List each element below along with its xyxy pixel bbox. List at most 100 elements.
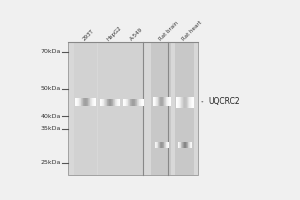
Bar (92, 98, 93, 106)
Bar (159, 97, 160, 106)
Bar (188, 97, 189, 108)
Bar (168, 142, 169, 148)
Bar (110, 99, 111, 106)
Bar (116, 99, 117, 106)
Bar (81, 98, 82, 106)
Bar (164, 142, 165, 148)
Bar (161, 97, 162, 106)
Text: 40kDa: 40kDa (40, 114, 61, 119)
Bar (167, 97, 168, 106)
Bar (128, 99, 129, 106)
Bar (130, 99, 131, 106)
Bar (126, 99, 127, 106)
Bar (159, 142, 160, 148)
Bar (113, 99, 114, 106)
Bar (175, 42, 194, 175)
Bar (178, 97, 179, 108)
Bar (155, 97, 156, 106)
Bar (156, 97, 157, 106)
Bar (189, 142, 190, 148)
Bar (161, 142, 162, 148)
Bar (187, 97, 188, 108)
Text: 50kDa: 50kDa (40, 86, 61, 91)
Bar (185, 97, 186, 108)
Bar (156, 97, 157, 106)
Bar (165, 142, 166, 148)
Bar (188, 142, 189, 148)
Bar (157, 142, 158, 148)
Bar (192, 97, 193, 108)
Bar (82, 98, 83, 106)
Text: A-549: A-549 (129, 27, 144, 42)
Bar (95, 98, 96, 106)
Bar (156, 142, 157, 148)
Bar (158, 142, 159, 148)
Bar (101, 99, 102, 106)
Bar (163, 142, 164, 148)
Bar (102, 99, 103, 106)
Bar (164, 97, 165, 106)
Bar (128, 99, 129, 106)
Bar (127, 99, 128, 106)
Bar (184, 97, 185, 108)
Bar (88, 98, 89, 106)
Bar (166, 97, 167, 106)
Bar (183, 97, 184, 108)
Bar (89, 98, 90, 106)
Bar (177, 97, 178, 108)
Bar (181, 142, 182, 148)
Bar (162, 142, 163, 148)
Bar (111, 99, 112, 106)
Bar (118, 99, 119, 106)
Bar (153, 97, 154, 106)
Text: 35kDa: 35kDa (40, 126, 61, 131)
Bar (132, 99, 133, 106)
Bar (91, 98, 92, 106)
Bar (162, 142, 163, 148)
Bar (131, 99, 132, 106)
Bar (104, 99, 105, 106)
Bar (119, 99, 120, 106)
Bar (189, 97, 190, 108)
Bar (78, 98, 79, 106)
Bar (138, 99, 139, 106)
Text: Rat heart: Rat heart (181, 20, 203, 42)
Bar (180, 142, 181, 148)
Text: HepG2: HepG2 (106, 25, 123, 42)
Bar (169, 97, 170, 106)
Bar (182, 97, 183, 108)
Bar (190, 142, 191, 148)
Bar (193, 97, 194, 108)
Bar (90, 98, 91, 106)
Bar (81, 98, 82, 106)
Bar (119, 99, 120, 106)
Bar (129, 99, 130, 106)
Bar (94, 98, 95, 106)
Bar (165, 97, 166, 106)
Bar (76, 98, 77, 106)
Bar (87, 98, 88, 106)
Bar (155, 142, 156, 148)
Bar (112, 99, 114, 106)
Bar (190, 97, 191, 108)
Bar (142, 99, 143, 106)
Bar (117, 99, 118, 106)
Bar (154, 97, 155, 106)
Bar (135, 99, 136, 106)
Bar (80, 98, 81, 106)
Bar (134, 99, 135, 106)
Bar (125, 99, 126, 106)
Bar (121, 42, 145, 175)
Bar (162, 97, 163, 106)
Bar (141, 99, 142, 106)
Bar (181, 97, 182, 108)
Bar (139, 99, 140, 106)
Bar (188, 97, 189, 108)
Bar (83, 98, 84, 106)
Bar (179, 142, 180, 148)
Bar (137, 99, 138, 106)
Bar (187, 142, 188, 148)
Bar (183, 142, 184, 148)
Bar (133, 99, 134, 106)
Bar (155, 142, 156, 148)
